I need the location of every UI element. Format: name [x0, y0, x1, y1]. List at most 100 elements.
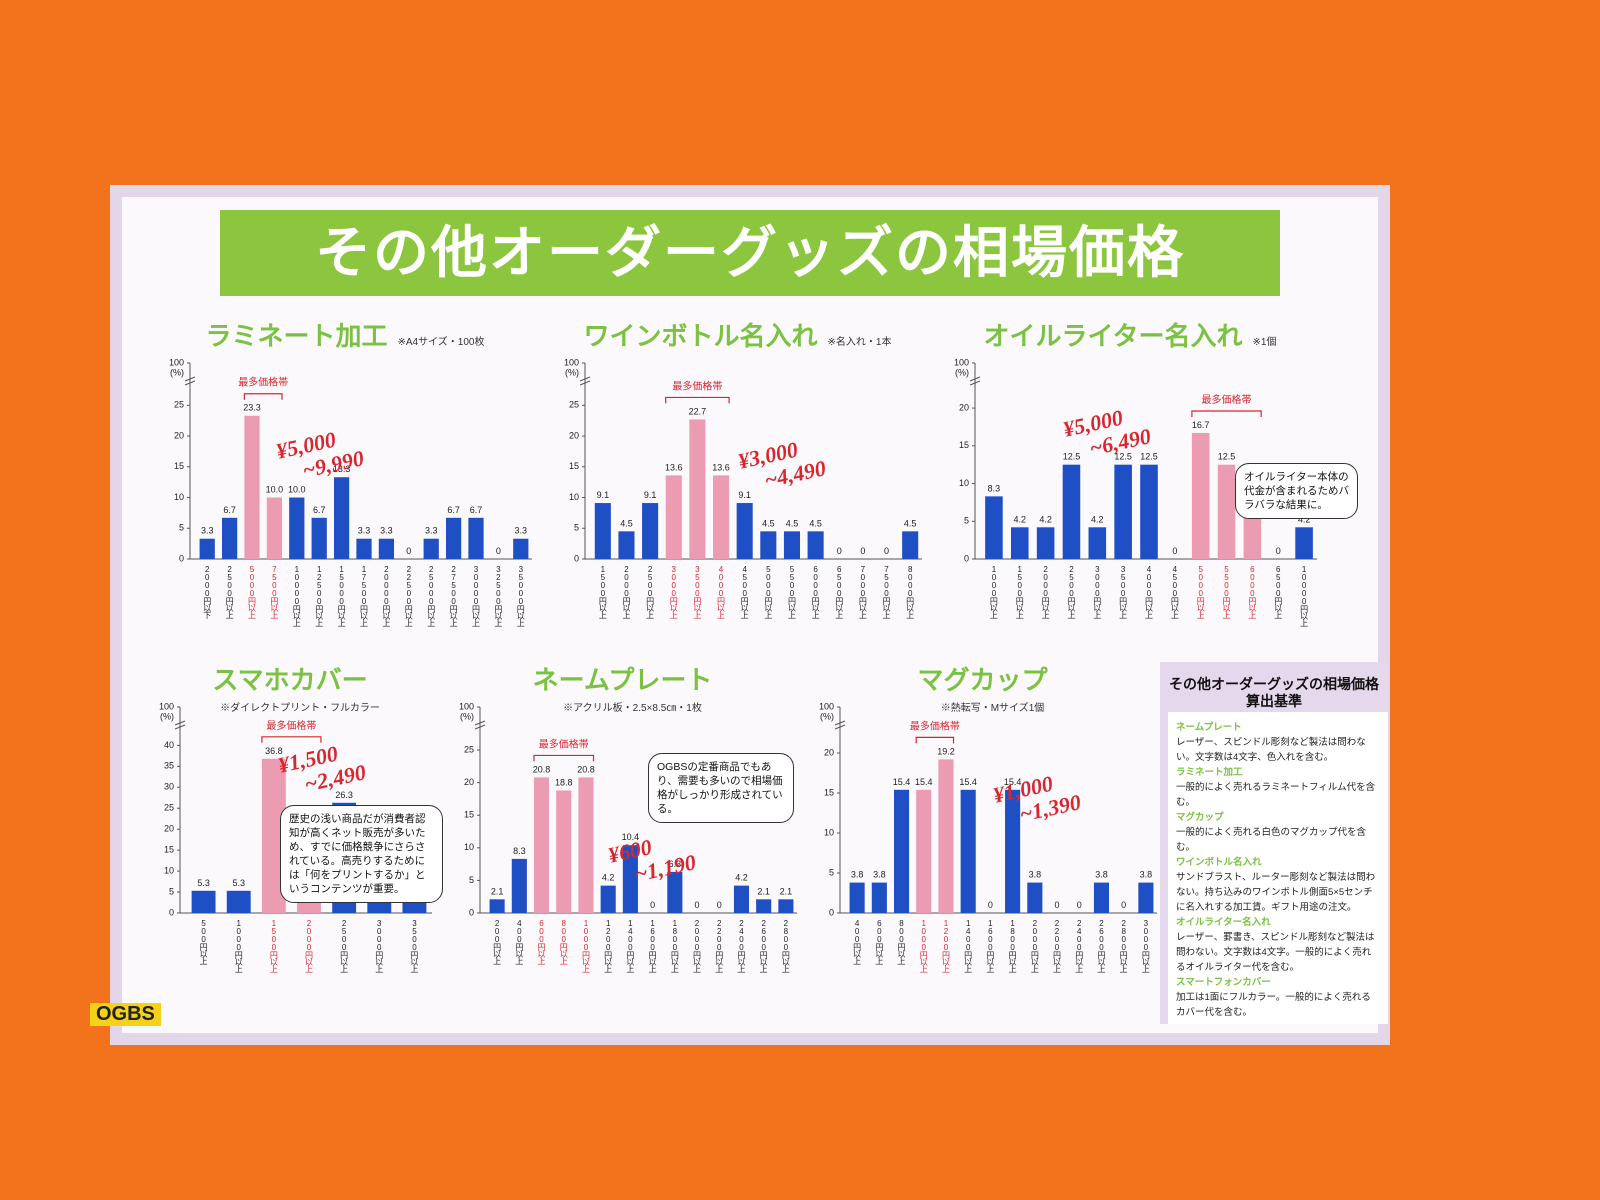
value-label: 4.2 — [1014, 514, 1027, 524]
value-label: 0 — [1172, 546, 1177, 556]
y-top-label: 100 — [954, 357, 969, 367]
bar — [445, 517, 462, 559]
value-label: 3.3 — [201, 526, 214, 536]
chart-title: マグカップ — [917, 665, 1048, 695]
y-tick-label: 5 — [829, 867, 834, 877]
value-label: 6.7 — [313, 505, 326, 515]
bar — [1027, 882, 1043, 913]
bar — [1138, 882, 1154, 913]
band-label: 最多価格帯 — [266, 719, 316, 732]
bar — [960, 789, 976, 913]
value-label: 3.8 — [1029, 870, 1042, 880]
bar — [985, 496, 1003, 559]
bar — [756, 899, 772, 913]
x-tick-label: 4500円以上 — [740, 565, 749, 619]
value-label: 36.8 — [265, 746, 283, 756]
y-tick-label: 0 — [574, 553, 579, 563]
y-tick-label: 25 — [569, 400, 579, 410]
x-tick-label: 600円以上 — [537, 919, 546, 965]
y-tick-label: 10 — [824, 827, 834, 837]
y-tick-label: 15 — [824, 787, 834, 797]
value-label: 0 — [884, 546, 889, 556]
axis-break — [969, 376, 981, 386]
y-tick-label: 10 — [959, 478, 969, 488]
bar — [513, 538, 529, 559]
criteria-text: 加工は1面にフルカラー。一般的によく売れるカバー代を含む。 — [1176, 992, 1371, 1018]
chart-title-row: スマホカバー ※ダイレクトプリント・フルカラー — [140, 660, 440, 714]
bar — [261, 758, 286, 913]
band-bracket — [243, 393, 283, 400]
logo: OGBS — [90, 1003, 161, 1026]
axis-break — [579, 376, 591, 386]
criteria-heading: オイルライター名入れ — [1176, 917, 1271, 928]
criteria-list: ネームプレート レーザー、スピンドル彫刻など製法は問わない。文字数は4文字、色入れ… — [1168, 712, 1388, 1024]
bar — [289, 497, 305, 559]
x-tick-label: 4500円以上 — [1170, 565, 1179, 619]
x-tick-label: 2000円以上 — [693, 919, 702, 973]
chart-title-row: ネームプレート ※アクリル板・2.5×8.5㎝・1枚 — [440, 660, 805, 714]
x-tick-label: 400円以上 — [515, 919, 524, 965]
y-tick-label: 10 — [464, 842, 474, 852]
chart-title: ラミネート加工 — [205, 321, 388, 351]
chart-title: ワインボトル名入れ — [583, 321, 818, 351]
criteria-heading: ラミネート加工 — [1176, 767, 1243, 778]
bar — [807, 531, 824, 559]
x-tick-label: 800円以上 — [897, 919, 906, 965]
bar — [1191, 432, 1210, 559]
y-unit: (%) — [160, 711, 174, 721]
bar — [226, 890, 251, 913]
y-tick-label: 10 — [174, 492, 184, 502]
criteria-heading: ネームプレート — [1176, 722, 1242, 733]
value-label: 10.4 — [622, 832, 640, 842]
y-tick-label: 5 — [574, 523, 579, 533]
x-tick-label: 1200円以上 — [604, 919, 613, 973]
value-label: 15.4 — [915, 777, 933, 787]
x-tick-label: 6000円以上 — [811, 565, 820, 619]
bar — [778, 899, 794, 913]
x-tick-label: 2400円以上 — [737, 919, 746, 973]
y-tick-label: 0 — [964, 553, 969, 563]
y-tick-label: 20 — [164, 824, 174, 834]
chart-title-row: オイルライター名入れ ※1個 — [935, 316, 1325, 353]
comment-bubble: OGBSの定番商品でもあり、需要も多いので相場価格がしっかり形成されている。 — [648, 753, 794, 823]
x-tick-label: 2000円以上 — [1030, 919, 1039, 973]
x-tick-label: 400円以上 — [853, 919, 862, 965]
bar — [642, 503, 659, 559]
criteria-text: サンドブラスト、ルーター彫刻など製法は問わない。持ち込みのワインボトル側面5×5… — [1176, 872, 1376, 913]
x-tick-label: 3500円以上 — [693, 565, 702, 619]
bar — [1062, 464, 1081, 559]
x-tick-label: 2000円以下 — [203, 565, 212, 620]
y-top-label: 100 — [169, 357, 184, 367]
y-tick-label: 25 — [174, 400, 184, 410]
bar — [1295, 527, 1313, 559]
x-tick-label: 200円以上 — [493, 919, 502, 965]
bar — [665, 475, 682, 559]
bar — [333, 477, 350, 559]
x-tick-label: 1600円以上 — [986, 919, 995, 973]
chart-note: ※熱転写・Mサイズ1個 — [940, 703, 1045, 714]
value-label: 4.2 — [1298, 514, 1311, 524]
y-unit: (%) — [565, 367, 579, 377]
x-tick-label: 600円以上 — [875, 919, 884, 965]
x-tick-label: 500円以上 — [199, 919, 208, 965]
x-tick-label: 4000円以上 — [717, 565, 726, 619]
bar — [1036, 527, 1055, 559]
band-bracket — [533, 754, 595, 762]
x-tick-label: 32500円以上 — [494, 565, 503, 627]
value-label: 4.2 — [1039, 514, 1052, 524]
criteria-heading: ワインボトル名入れ — [1176, 857, 1262, 868]
x-tick-label: 2500円以上 — [340, 919, 349, 973]
x-tick-label: 2800円以上 — [1119, 919, 1128, 973]
y-top-label: 100 — [819, 701, 834, 711]
value-label: 20.8 — [577, 764, 595, 774]
x-tick-label: 2500円以上 — [646, 565, 655, 619]
y-tick-label: 15 — [174, 461, 184, 471]
x-tick-label: 10000円以上 — [1300, 565, 1309, 627]
chart-plot: 100(%) 0 5 10 15 20 25 2.1 200円以上 8.3 400円以上 20.8 60… — [459, 701, 797, 973]
bar — [191, 890, 216, 913]
y-tick-label: 30 — [164, 782, 174, 792]
value-label: 12.5 — [1140, 452, 1158, 462]
criteria-text: レーザー、罫書き、スピンドル彫刻など製法は問わない。文字数は4文字。一般的によく… — [1176, 932, 1375, 973]
value-label: 0 — [860, 546, 865, 556]
